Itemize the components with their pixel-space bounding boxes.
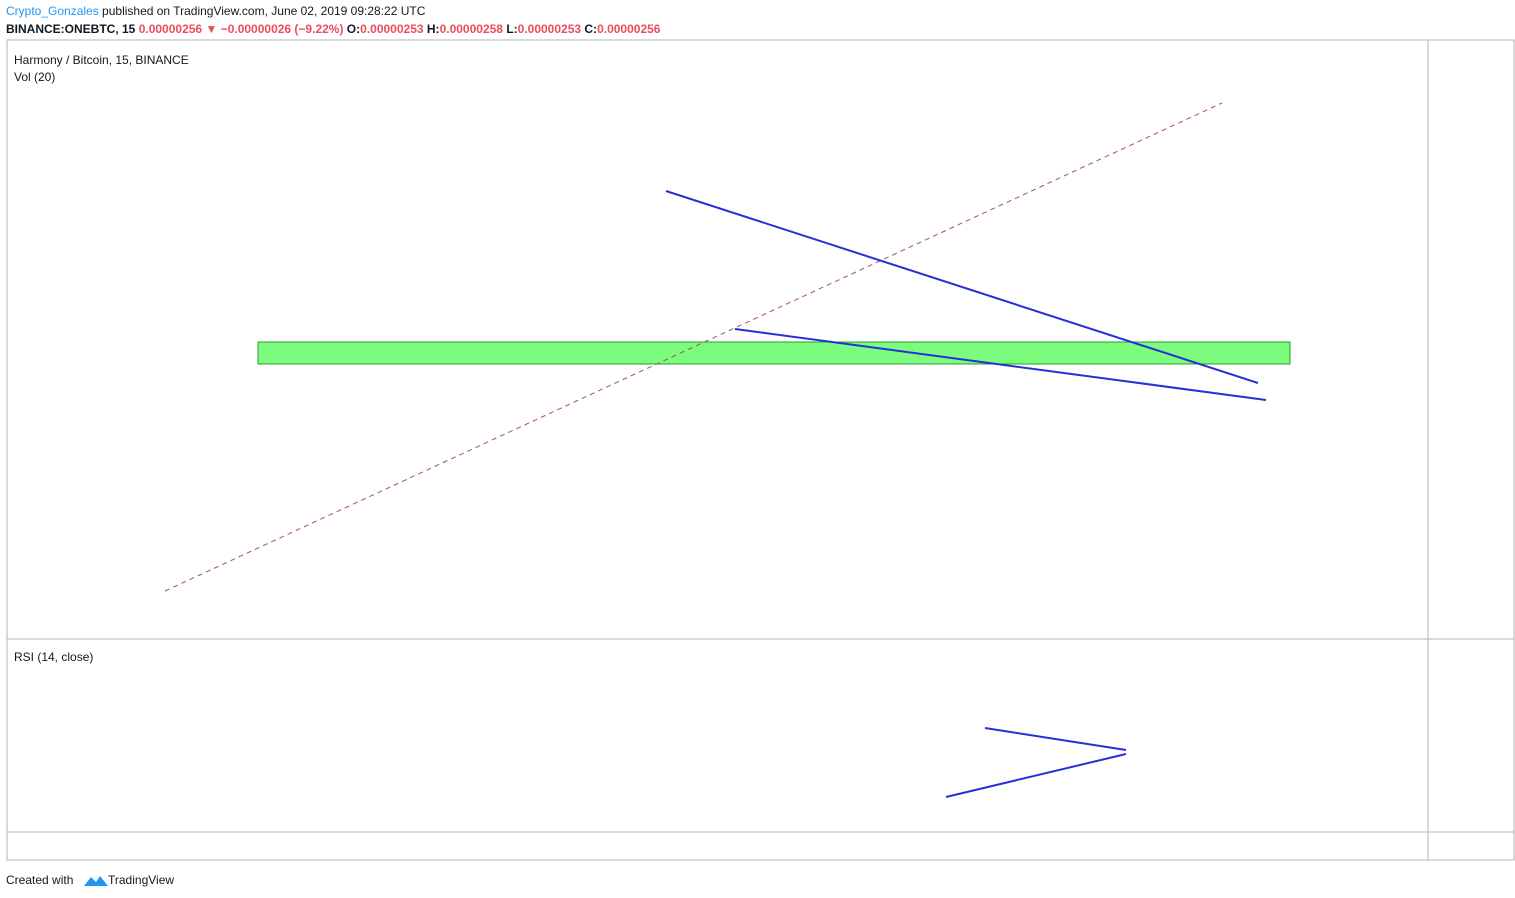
l: 0.00000253	[518, 22, 582, 36]
arrow: ▼	[205, 22, 217, 36]
created-with: Created with	[6, 873, 73, 887]
publish-line: Crypto_Gonzales published on TradingView…	[6, 4, 426, 18]
pane-title: Harmony / Bitcoin, 15, BINANCE	[14, 53, 189, 67]
l-label: L:	[506, 22, 517, 36]
rsi-trend-lower	[945, 753, 1127, 798]
o-label: O:	[347, 22, 360, 36]
symbol: BINANCE:ONEBTC, 15	[6, 22, 136, 36]
last: 0.00000256	[139, 22, 203, 36]
h-label: H:	[427, 22, 440, 36]
published: published on TradingView.com, June 02, 2…	[99, 4, 426, 18]
c: 0.00000256	[597, 22, 661, 36]
c-label: C:	[584, 22, 597, 36]
trendline-lower	[734, 328, 1267, 401]
brand[interactable]: TradingView	[108, 873, 174, 887]
author[interactable]: Crypto_Gonzales	[6, 4, 99, 18]
support-zone	[257, 341, 1291, 365]
volume-title: Vol (20)	[14, 70, 55, 84]
h: 0.00000258	[440, 22, 504, 36]
rsi-trend-upper	[984, 727, 1127, 751]
o: 0.00000253	[360, 22, 424, 36]
frame	[6, 39, 1515, 861]
rsi-title: RSI (14, close)	[14, 650, 93, 664]
tv-logo	[84, 876, 108, 886]
trendline-upper	[665, 190, 1259, 384]
symbol-line: BINANCE:ONEBTC, 15 0.00000256 ▼ −0.00000…	[6, 22, 661, 36]
change: −0.00000026 (−9.22%)	[221, 22, 344, 36]
